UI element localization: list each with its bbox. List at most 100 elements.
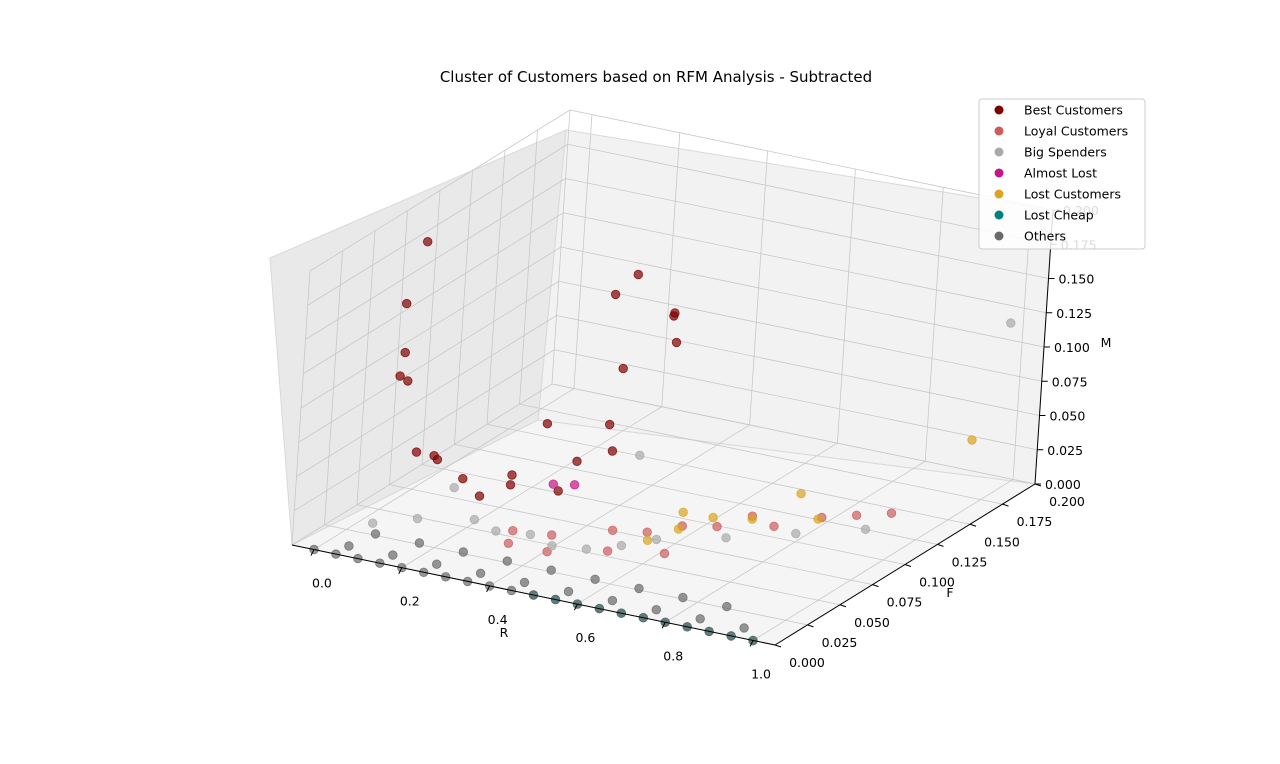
data-point [708,512,718,523]
grid-line-z-left [291,383,553,546]
data-point [659,548,670,559]
data-point [423,236,433,247]
x-tick-label: 1.0 [751,666,771,681]
z-tick-label: 0.050 [1050,409,1086,424]
y-tick-mark [904,564,912,567]
data-point [634,583,644,594]
data-point [563,586,574,597]
y-tick-label: 0.100 [919,575,955,590]
data-point [633,269,644,280]
data-point [678,592,688,603]
x-tick-mark [661,622,666,629]
grid-line-z-back [565,178,1049,279]
z-tick-label: 0.000 [1045,477,1081,492]
y-tick-label: 0.025 [822,635,858,650]
x-tick-label: 0.8 [663,648,683,663]
y-tick-label: 0.125 [952,554,988,569]
data-point [569,480,580,490]
data-point [886,508,897,518]
legend-label: Lost Customers [1024,187,1121,202]
data-point [548,479,559,489]
data-point [967,435,977,445]
data-point [1006,318,1016,328]
grid-line-y-floor [454,443,938,545]
x-tick-mark [749,640,754,647]
grid-line-z-back [560,246,1045,348]
data-point [503,538,514,549]
grid-line-y-floor [519,403,1003,505]
x-axis-line [291,544,776,646]
z-tick-label: 0.100 [1054,340,1090,355]
data-point [618,363,628,374]
z-axis-label: M [1101,335,1112,350]
data-point [616,540,627,551]
y-tick-mark [774,644,782,648]
legend-label: Lost Cheap [1024,208,1094,223]
y-ticks: 0.000 0.025 0.050 0.075 0.100 0.125 0.150 0.175… [774,483,1085,670]
grid-line-z-back [558,280,1042,382]
y-tick-label: 0.200 [1049,494,1085,509]
legend-box [978,98,1146,250]
grid-line-z-back [563,212,1047,314]
data-point [860,524,871,535]
grid-line-z-left [309,109,571,272]
data-point [344,541,354,551]
legend-items: Best Customers Loyal Customers Big Spender… [994,103,1128,244]
grid-line-z-left [303,212,564,375]
y-tick-mark [839,604,847,608]
data-point [605,419,615,430]
legend-marker [994,126,1004,136]
legend-marker [994,168,1004,178]
data-point [505,480,516,490]
grid-line-y-floor [389,484,873,586]
data-point [458,474,468,484]
x-tick-mark [486,585,491,593]
grid-line-y-floor [356,504,841,606]
data-point [739,623,749,633]
data-point [590,574,600,585]
legend-label: Best Customers [1024,103,1123,118]
data-point [474,491,485,501]
x-tick-mark [573,603,578,611]
legend-marker [994,210,1004,220]
grid-line-z-back [551,383,1036,485]
data-point [642,527,652,537]
data-point [432,559,442,569]
data-point [721,533,731,543]
z-tick-label: 0.125 [1056,306,1092,321]
grid-line-z-back [569,109,1054,211]
data-point [607,525,618,536]
data-point [507,470,517,480]
data-point [670,308,680,318]
x-tick-label: 0.6 [575,630,595,645]
grid-line-z-left [305,178,566,340]
data-point [712,521,722,532]
x-tick-label: 0.2 [400,594,420,609]
grid-line-z-back [554,349,1038,451]
data-point [635,450,645,461]
data-point [673,524,684,534]
data-point [547,530,557,540]
grid-line-y-floor [421,464,906,565]
data-point [678,507,688,518]
data-point [572,456,582,467]
data-point [813,514,823,524]
data-point [370,529,381,539]
y-tick-label: 0.075 [887,595,923,610]
y-tick-mark [1002,503,1009,507]
data-point [395,371,405,381]
legend-marker [994,105,1004,115]
y-tick-mark [969,523,977,527]
y-tick-label: 0.050 [854,615,890,630]
x-ticks: 0.0 0.2 0.4 0.6 0.8 1.0 [310,549,771,681]
data-point [671,337,682,348]
grid-line-z-back [556,315,1040,416]
data-point [610,289,621,300]
data-point [747,514,757,524]
z-tick-label: 0.150 [1059,272,1095,287]
legend-marker [994,231,1004,241]
x-tick-label: 0.4 [488,612,508,627]
data-point [581,544,592,554]
data-point [414,538,425,548]
